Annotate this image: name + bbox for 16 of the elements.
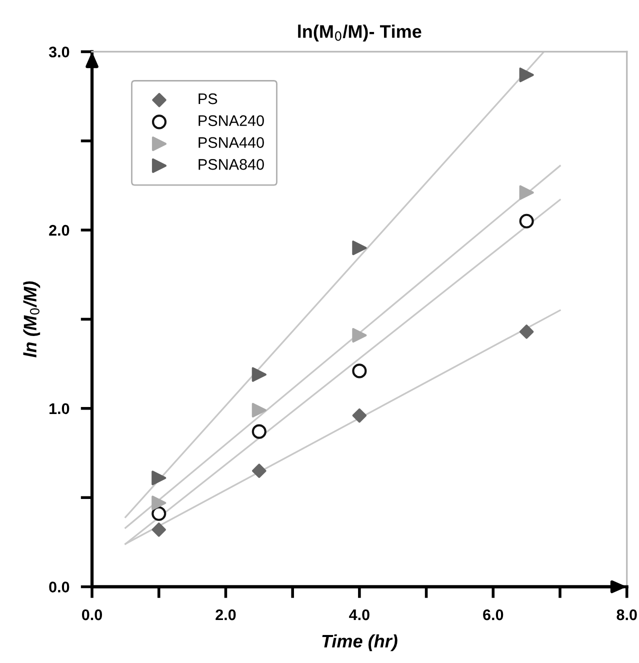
y-tick-label: 3.0 [48, 46, 70, 58]
x-tick-label: 8.0 [616, 609, 637, 620]
legend-label: PSNA440 [198, 137, 264, 148]
x-tick-label: 2.0 [216, 609, 236, 620]
x-tick-label: 0.0 [82, 609, 102, 620]
x-axis-title: Time (hr) [322, 634, 398, 652]
y-axis-title: ln (M$_{0}$/M) [23, 281, 40, 358]
x-tick-label: 6.0 [483, 609, 504, 620]
legend-label: PSNA240 [198, 115, 264, 126]
y-tick-label: 1.0 [50, 403, 70, 414]
y-tick-label: 0.0 [49, 582, 70, 592]
legend-label: PSNA840 [198, 159, 264, 170]
y-tick-label: 2.0 [49, 224, 70, 236]
legend-label: PS [198, 93, 218, 104]
chart-title: ln(M$_{0}$/M)- Time [298, 24, 422, 42]
x-tick-label: 4.0 [349, 609, 370, 620]
